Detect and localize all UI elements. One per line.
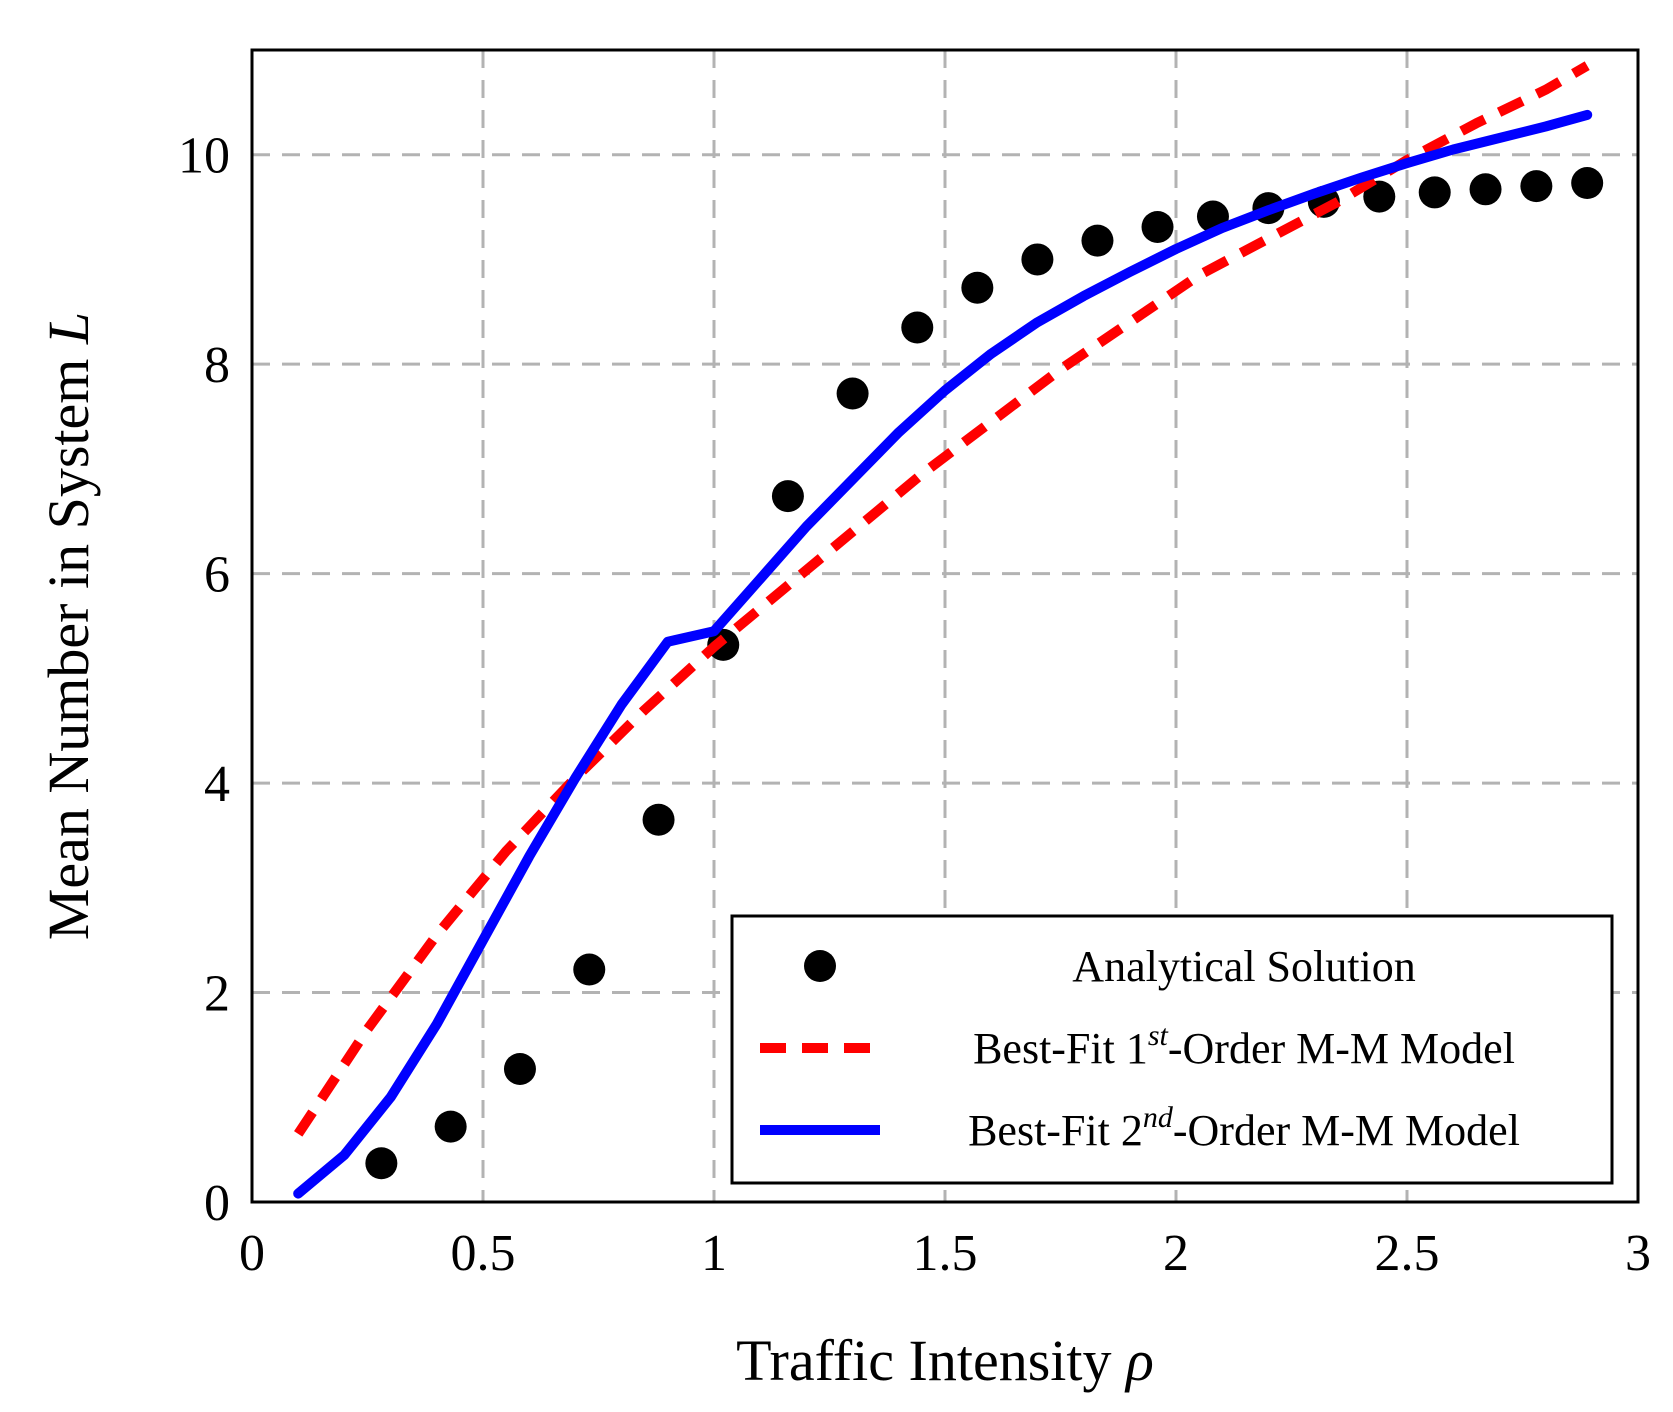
data-point (503, 1052, 536, 1085)
y-tick-label: 4 (204, 756, 230, 813)
y-tick-label: 8 (204, 337, 230, 394)
data-point (1418, 176, 1451, 209)
x-tick-label: 0.5 (451, 1225, 516, 1282)
data-point (1571, 167, 1604, 200)
data-point (434, 1110, 467, 1143)
x-axis-title-main: Traffic Intensity (736, 1328, 1126, 1393)
legend: Analytical Solution Best-Fit 1st-Order M-… (730, 914, 1614, 1185)
y-tick-labels: 0 2 4 6 8 10 (178, 128, 230, 1232)
x-tick-label: 3 (1625, 1225, 1651, 1282)
x-tick-label: 1.5 (913, 1225, 978, 1282)
legend-label: Best-Fit 2nd-Order M-M Model (968, 1101, 1520, 1155)
data-point (1141, 210, 1174, 243)
series-layer (293, 61, 1604, 1199)
data-point (1520, 170, 1553, 203)
x-tick-label: 0 (239, 1225, 265, 1282)
y-tick-label: 0 (204, 1175, 230, 1232)
y-tick-label: 10 (178, 128, 230, 185)
data-point (1469, 173, 1502, 206)
series-line-2 (293, 109, 1593, 1199)
data-point (771, 480, 804, 513)
data-point (1021, 243, 1054, 276)
legend-marker (804, 950, 836, 982)
x-axis-title-symbol: ρ (1124, 1328, 1154, 1393)
y-axis-title: Mean Number in System L (36, 312, 101, 940)
y-tick-label: 2 (204, 966, 230, 1023)
legend-box (730, 914, 1614, 1185)
x-tick-label: 2 (1163, 1225, 1189, 1282)
plot-frame (250, 48, 1640, 1204)
x-tick-label: 2.5 (1375, 1225, 1440, 1282)
data-point (836, 377, 869, 410)
y-axis-title-main: Mean Number in System (36, 344, 101, 940)
legend-label: Best-Fit 1st-Order M-M Model (973, 1019, 1515, 1073)
data-point (901, 311, 934, 344)
legend-label: Analytical Solution (1072, 942, 1415, 991)
x-tick-labels: 0 0.5 1 1.5 2 2.5 3 (239, 1225, 1651, 1282)
data-point (642, 803, 675, 836)
x-tick-label: 1 (701, 1225, 727, 1282)
legend-items: Analytical Solution Best-Fit 1st-Order M-… (760, 942, 1520, 1155)
x-axis-title: Traffic Intensity ρ (736, 1328, 1154, 1393)
data-point (365, 1147, 398, 1180)
data-point (1363, 180, 1396, 213)
data-point (573, 953, 606, 986)
data-point (1081, 224, 1114, 257)
y-axis-title-symbol: L (36, 312, 101, 345)
y-tick-label: 6 (204, 547, 230, 604)
data-point (961, 271, 994, 304)
